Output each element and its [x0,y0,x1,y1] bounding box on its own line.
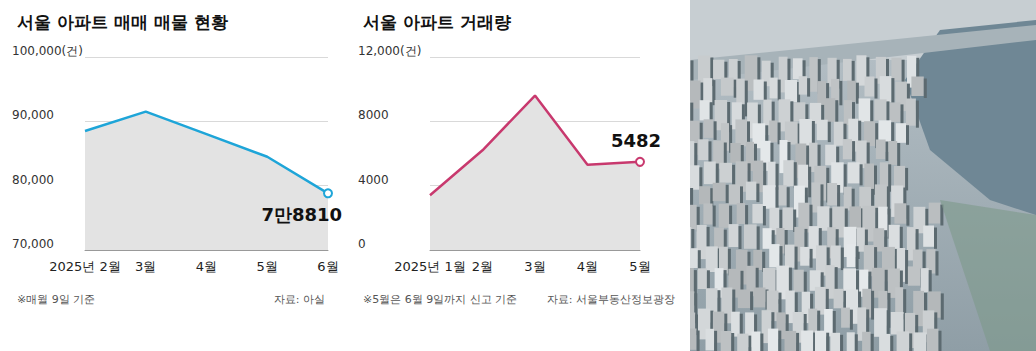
svg-text:서울 아파트 거래량: 서울 아파트 거래량 [363,12,511,32]
svg-text:서울 아파트 매매 매물 현황: 서울 아파트 매매 매물 현황 [17,12,228,32]
svg-text:6월: 6월 [317,259,338,274]
svg-text:※5월은 6월 9일까지 신고 기준: ※5월은 6월 9일까지 신고 기준 [363,293,517,306]
svg-text:12,000(건): 12,000(건) [358,44,421,58]
svg-text:3월: 3월 [135,259,156,274]
svg-text:90,000: 90,000 [12,108,54,122]
svg-text:자료: 아실: 자료: 아실 [274,293,325,306]
svg-text:4월: 4월 [196,259,217,274]
svg-text:2025년 2월: 2025년 2월 [49,259,121,274]
svg-text:70,000: 70,000 [12,237,54,251]
svg-text:5482: 5482 [611,130,661,151]
svg-text:100,000(건): 100,000(건) [12,44,83,58]
svg-text:8000: 8000 [358,108,389,122]
svg-text:3월: 3월 [524,259,545,274]
svg-text:80,000: 80,000 [12,173,54,187]
svg-text:4000: 4000 [358,173,389,187]
svg-text:2025년 1월: 2025년 1월 [394,259,466,274]
svg-text:7만8810: 7만8810 [261,204,342,225]
svg-text:2월: 2월 [472,259,493,274]
svg-text:4월: 4월 [577,259,598,274]
svg-text:5월: 5월 [257,259,278,274]
svg-text:5월: 5월 [629,259,650,274]
svg-text:※매월 9일 기준: ※매월 9일 기준 [17,293,95,306]
svg-text:자료: 서울부동산정보광장: 자료: 서울부동산정보광장 [547,293,675,306]
svg-text:0: 0 [358,237,366,251]
